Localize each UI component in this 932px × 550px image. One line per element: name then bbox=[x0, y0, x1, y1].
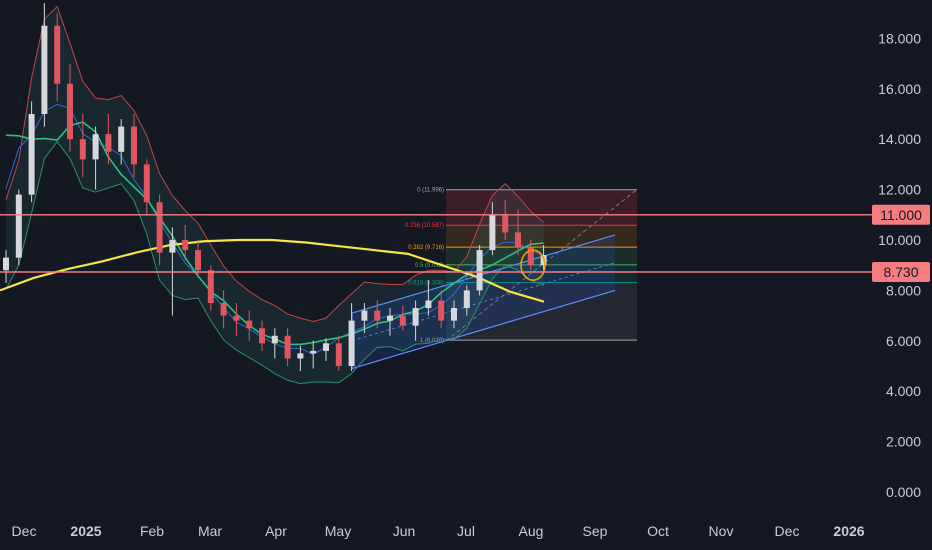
candle-body bbox=[28, 114, 35, 195]
candle-body bbox=[323, 343, 329, 351]
fib-level-label: 0 (11.996) bbox=[417, 188, 444, 194]
fibonacci-retracement[interactable]: 0 (11.996) 0.236 (10.587) 0.382 (9.716) 0.5… bbox=[405, 188, 638, 344]
candle-body bbox=[207, 270, 214, 303]
candlesticks bbox=[3, 3, 547, 372]
band-lower-line bbox=[5, 140, 544, 385]
x-tick-label: Dec bbox=[775, 523, 800, 539]
x-tick-label: 2026 bbox=[833, 523, 864, 539]
fib-zone bbox=[446, 189, 637, 226]
channel-mid-line bbox=[351, 262, 616, 342]
price-tag[interactable] bbox=[872, 204, 930, 225]
candle-body bbox=[310, 350, 317, 354]
candle-body bbox=[335, 343, 342, 366]
y-tick-label: 14.000 bbox=[878, 131, 921, 147]
x-tick-label: Aug bbox=[519, 523, 544, 539]
y-tick-label: 8.000 bbox=[886, 282, 921, 298]
x-tick-label: Dec bbox=[12, 523, 37, 539]
y-tick-label: 18.000 bbox=[878, 30, 921, 46]
candle-body bbox=[438, 300, 445, 321]
y-tick-label: 0.000 bbox=[886, 484, 921, 500]
y-tick-label: 10.000 bbox=[878, 232, 921, 248]
candle-body bbox=[348, 320, 355, 366]
price-tag[interactable] bbox=[872, 262, 930, 283]
candle-body bbox=[156, 202, 163, 253]
fib-level-label: 1 (6.028) bbox=[420, 338, 444, 344]
candle-body bbox=[131, 126, 137, 165]
candle-body bbox=[515, 232, 521, 248]
y-tick-label: 6.000 bbox=[886, 333, 921, 349]
candle-body bbox=[463, 290, 470, 309]
fib-level-label: 0.618 (8.308) bbox=[408, 281, 444, 287]
price-tag-label: 11.000 bbox=[880, 207, 922, 223]
candle-body bbox=[361, 310, 368, 321]
price-tag-label: 8.730 bbox=[883, 264, 918, 280]
candle-body bbox=[233, 315, 240, 321]
y-tick-label: 16.000 bbox=[878, 81, 921, 97]
fib-zone bbox=[446, 264, 637, 283]
candle-body bbox=[284, 335, 291, 359]
highlight-circle bbox=[520, 249, 546, 282]
candle-body bbox=[54, 25, 61, 84]
candle-body bbox=[105, 134, 112, 152]
candle-body bbox=[412, 308, 419, 326]
x-tick-label: Apr bbox=[265, 523, 287, 539]
candle-body bbox=[451, 308, 457, 321]
candle-body bbox=[271, 335, 278, 344]
x-tick-label: 2025 bbox=[70, 523, 101, 539]
channel-upper-line bbox=[351, 234, 616, 314]
y-tick-label: 12.000 bbox=[878, 182, 921, 198]
candle-body bbox=[118, 126, 125, 152]
x-tick-label: Jun bbox=[393, 523, 416, 539]
candle-body bbox=[41, 25, 48, 114]
price-axis[interactable]: 18.000 16.000 14.000 12.000 10.000 8.000 6.000… bbox=[878, 30, 921, 500]
candle-body bbox=[374, 310, 381, 321]
x-tick-label: Oct bbox=[647, 523, 669, 539]
ma-yellow-line bbox=[0, 238, 545, 303]
horizontal-levels[interactable]: 11.000 8.730 bbox=[0, 204, 930, 283]
candle-body bbox=[527, 247, 534, 266]
channel-fill bbox=[352, 234, 615, 369]
y-tick-label: 4.000 bbox=[886, 383, 921, 399]
x-tick-label: Sep bbox=[583, 523, 608, 539]
candle-body bbox=[182, 240, 189, 251]
candle-body bbox=[259, 328, 265, 344]
candle-body bbox=[143, 164, 150, 203]
candle-body bbox=[425, 300, 432, 309]
candle-body bbox=[220, 303, 227, 316]
fib-level-label: 0.236 (10.587) bbox=[405, 223, 444, 229]
x-tick-label: May bbox=[325, 523, 351, 539]
fib-level-label: 0.5 (9.012) bbox=[415, 263, 444, 269]
x-tick-label: Mar bbox=[198, 523, 222, 539]
candle-body bbox=[502, 214, 509, 233]
y-tick-label: 2.000 bbox=[886, 434, 921, 450]
candle-body bbox=[79, 139, 86, 160]
candle-body bbox=[3, 257, 9, 271]
channel-lower-line bbox=[351, 289, 616, 370]
candle-body bbox=[489, 214, 496, 251]
time-axis[interactable]: Dec 2025 Feb Mar Apr May Jun Jul Aug Sep Oct Nov Dec… bbox=[12, 523, 865, 539]
x-tick-label: Jul bbox=[457, 523, 475, 539]
candle-body bbox=[67, 83, 73, 140]
fib-level-label: 0.382 (9.716) bbox=[408, 245, 444, 251]
candle-body bbox=[399, 315, 406, 326]
candle-body bbox=[92, 134, 99, 160]
candle-body bbox=[297, 353, 304, 359]
candle-body bbox=[476, 250, 483, 291]
candle-body bbox=[387, 315, 393, 321]
candle-body bbox=[15, 194, 22, 258]
candle-body bbox=[246, 320, 253, 329]
candle-body bbox=[169, 240, 176, 253]
x-tick-label: Nov bbox=[709, 523, 734, 539]
x-tick-label: Feb bbox=[140, 523, 164, 539]
candle-body bbox=[195, 250, 201, 271]
band-fill bbox=[6, 6, 544, 384]
